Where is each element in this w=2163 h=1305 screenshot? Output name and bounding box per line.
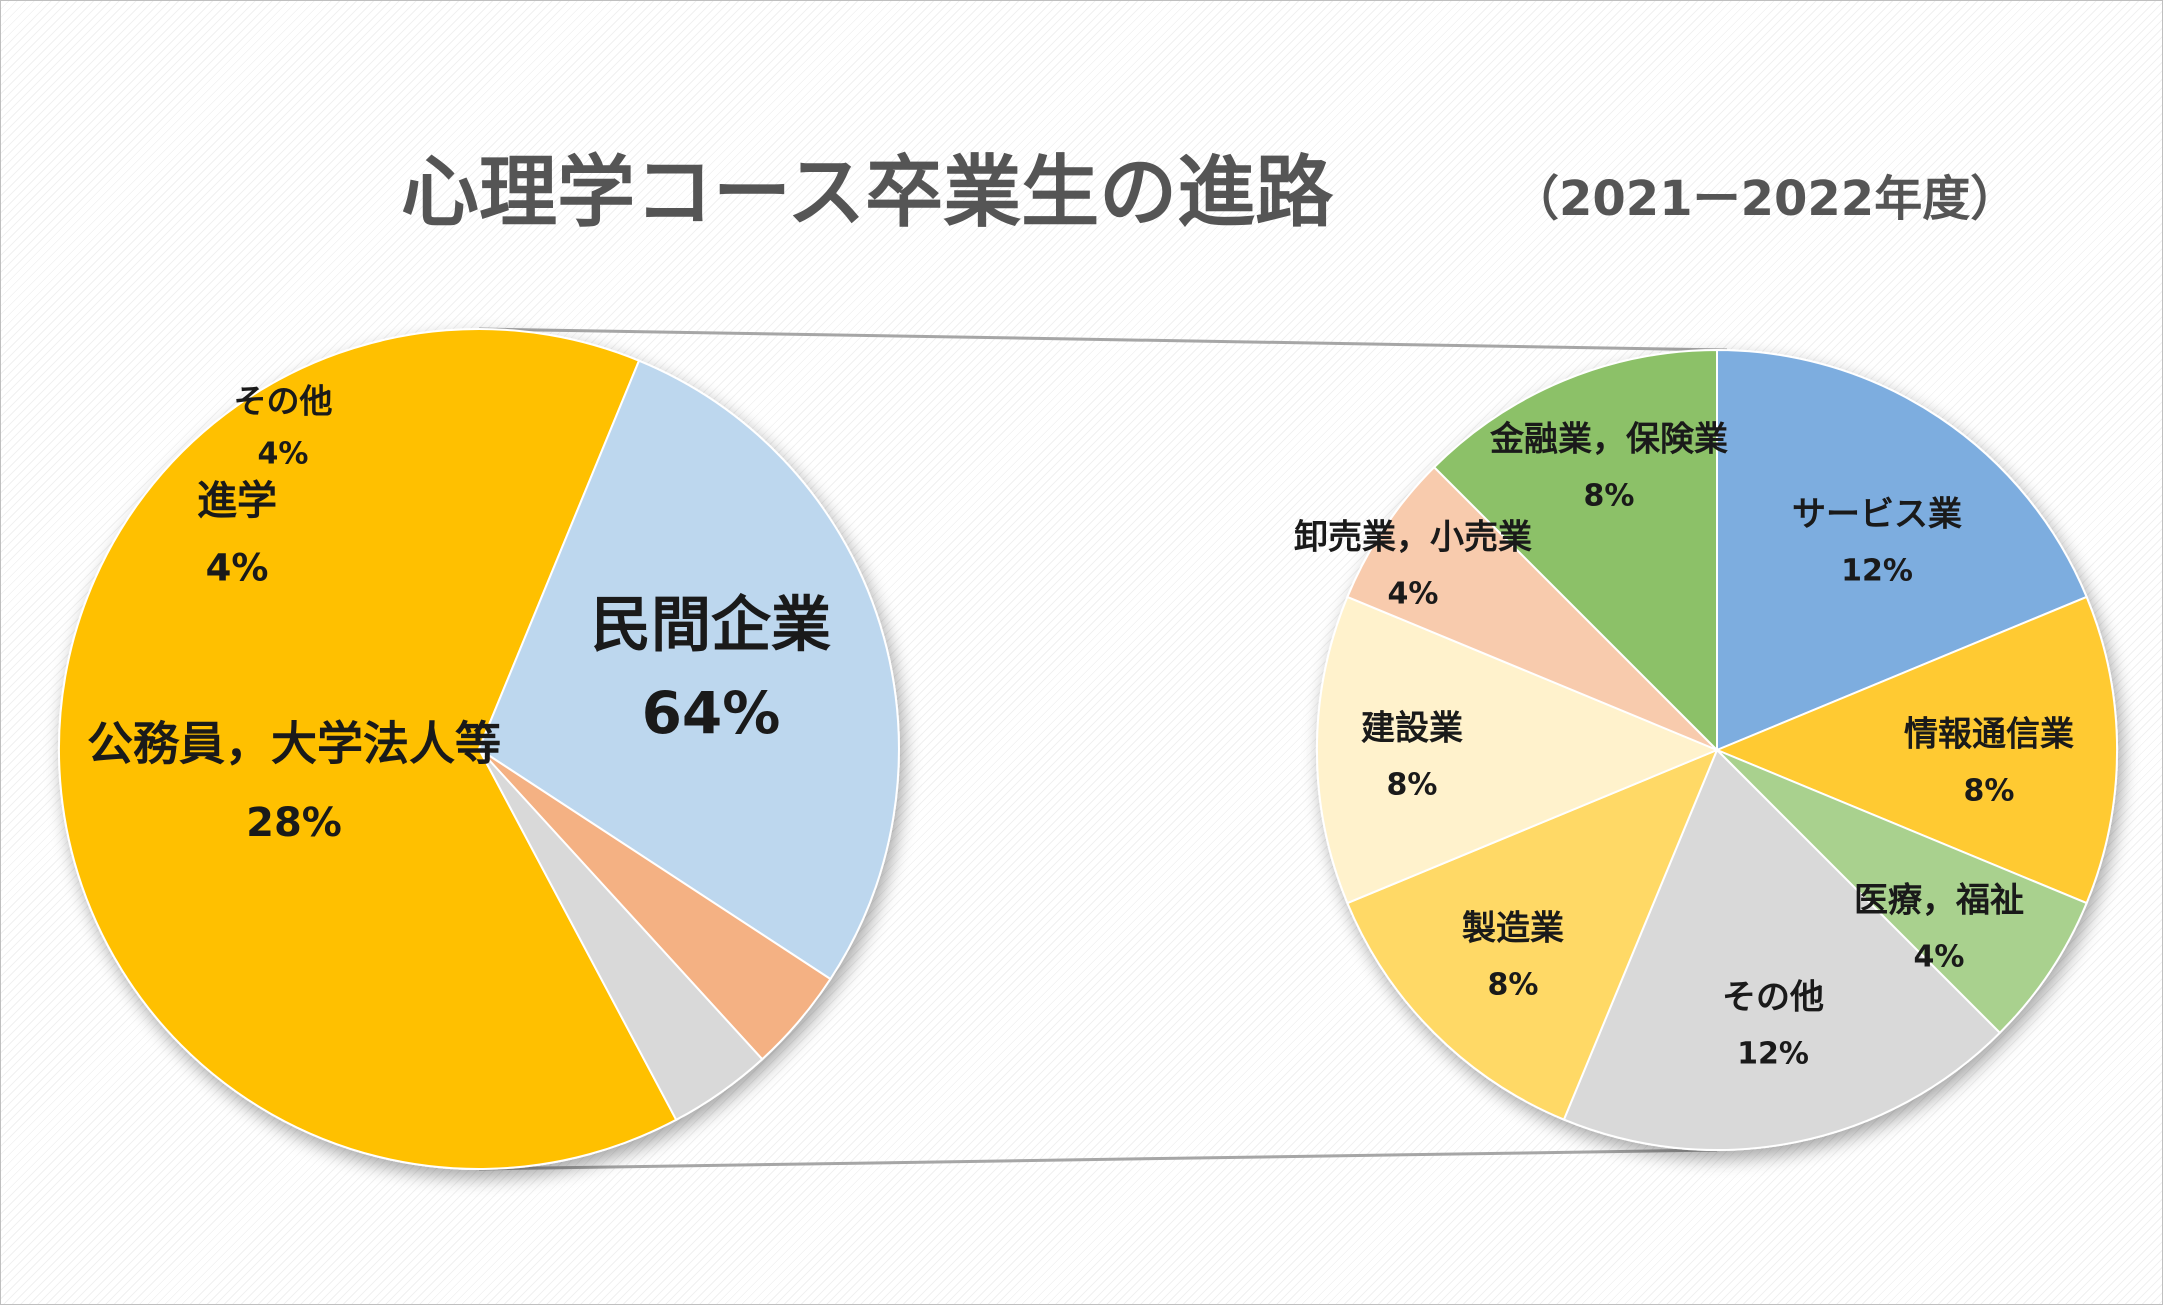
main-slice-name-3: その他 [234,382,333,421]
detail-slice-name-3: その他 [1722,978,1824,1018]
main-slice-name-1: 公務員，大学法人等 [87,717,501,771]
detail-slice-name-4: 製造業 [1462,909,1564,949]
detail-slice-6 [1346,465,1718,751]
main-slice-value-0: 64% [642,679,781,747]
detail-slice-name-2: 医療，福祉 [1854,881,2024,921]
detail-slice-name-1: 情報通信業 [1904,715,2074,755]
detail-slice-value-5: 8% [1387,768,1438,803]
pie-detail [1316,348,2118,1151]
detail-slice-7 [1432,348,1718,753]
connector-line-bottom [478,1148,1718,1171]
main-slice-3 [478,748,764,1122]
main-slice-name-0: 民間企業 [591,591,831,661]
detail-slice-value-4: 8% [1488,968,1539,1003]
main-slice-name-2: 進学 [197,478,277,524]
detail-slice-name-0: サービス業 [1792,495,1962,535]
detail-slice-value-1: 8% [1964,774,2015,809]
detail-slice-1 [1714,595,2118,905]
chart-subtitle: （2021ー2022年度） [1511,171,2018,227]
main-slice-0 [57,328,678,1171]
main-slice-1 [477,359,900,981]
detail-slice-5 [1316,595,1720,905]
detail-slice-value-3: 12% [1737,1037,1809,1072]
pie-main [57,328,900,1171]
data-labels: 民間企業 64% 公務員，大学法人等 28% 進学 4% その他 4% サービス業 12% 情報通信… [87,382,2074,1072]
main-slice-value-3: 4% [258,437,309,472]
detail-slice-value-6: 4% [1388,577,1439,612]
detail-slice-name-6: 卸売業，小売業 [1294,518,1532,558]
detail-slice-name-7: 金融業，保険業 [1489,420,1728,460]
detail-slice-0 [1716,348,2088,752]
detail-slice-3 [1562,748,2002,1151]
main-slice-value-1: 28% [246,800,342,846]
detail-slice-value-2: 4% [1914,940,1965,975]
detail-slice-value-0: 12% [1841,554,1913,589]
detail-slice-value-7: 8% [1584,479,1635,514]
detail-slice-2 [1716,749,2088,1035]
detail-slice-4 [1346,748,1719,1121]
chart-title: 心理学コース卒業生の進路 [401,148,1334,238]
detail-slice-name-5: 建設業 [1361,709,1463,749]
main-slice-value-2: 4% [206,547,269,590]
connector-line-top [478,327,1728,352]
